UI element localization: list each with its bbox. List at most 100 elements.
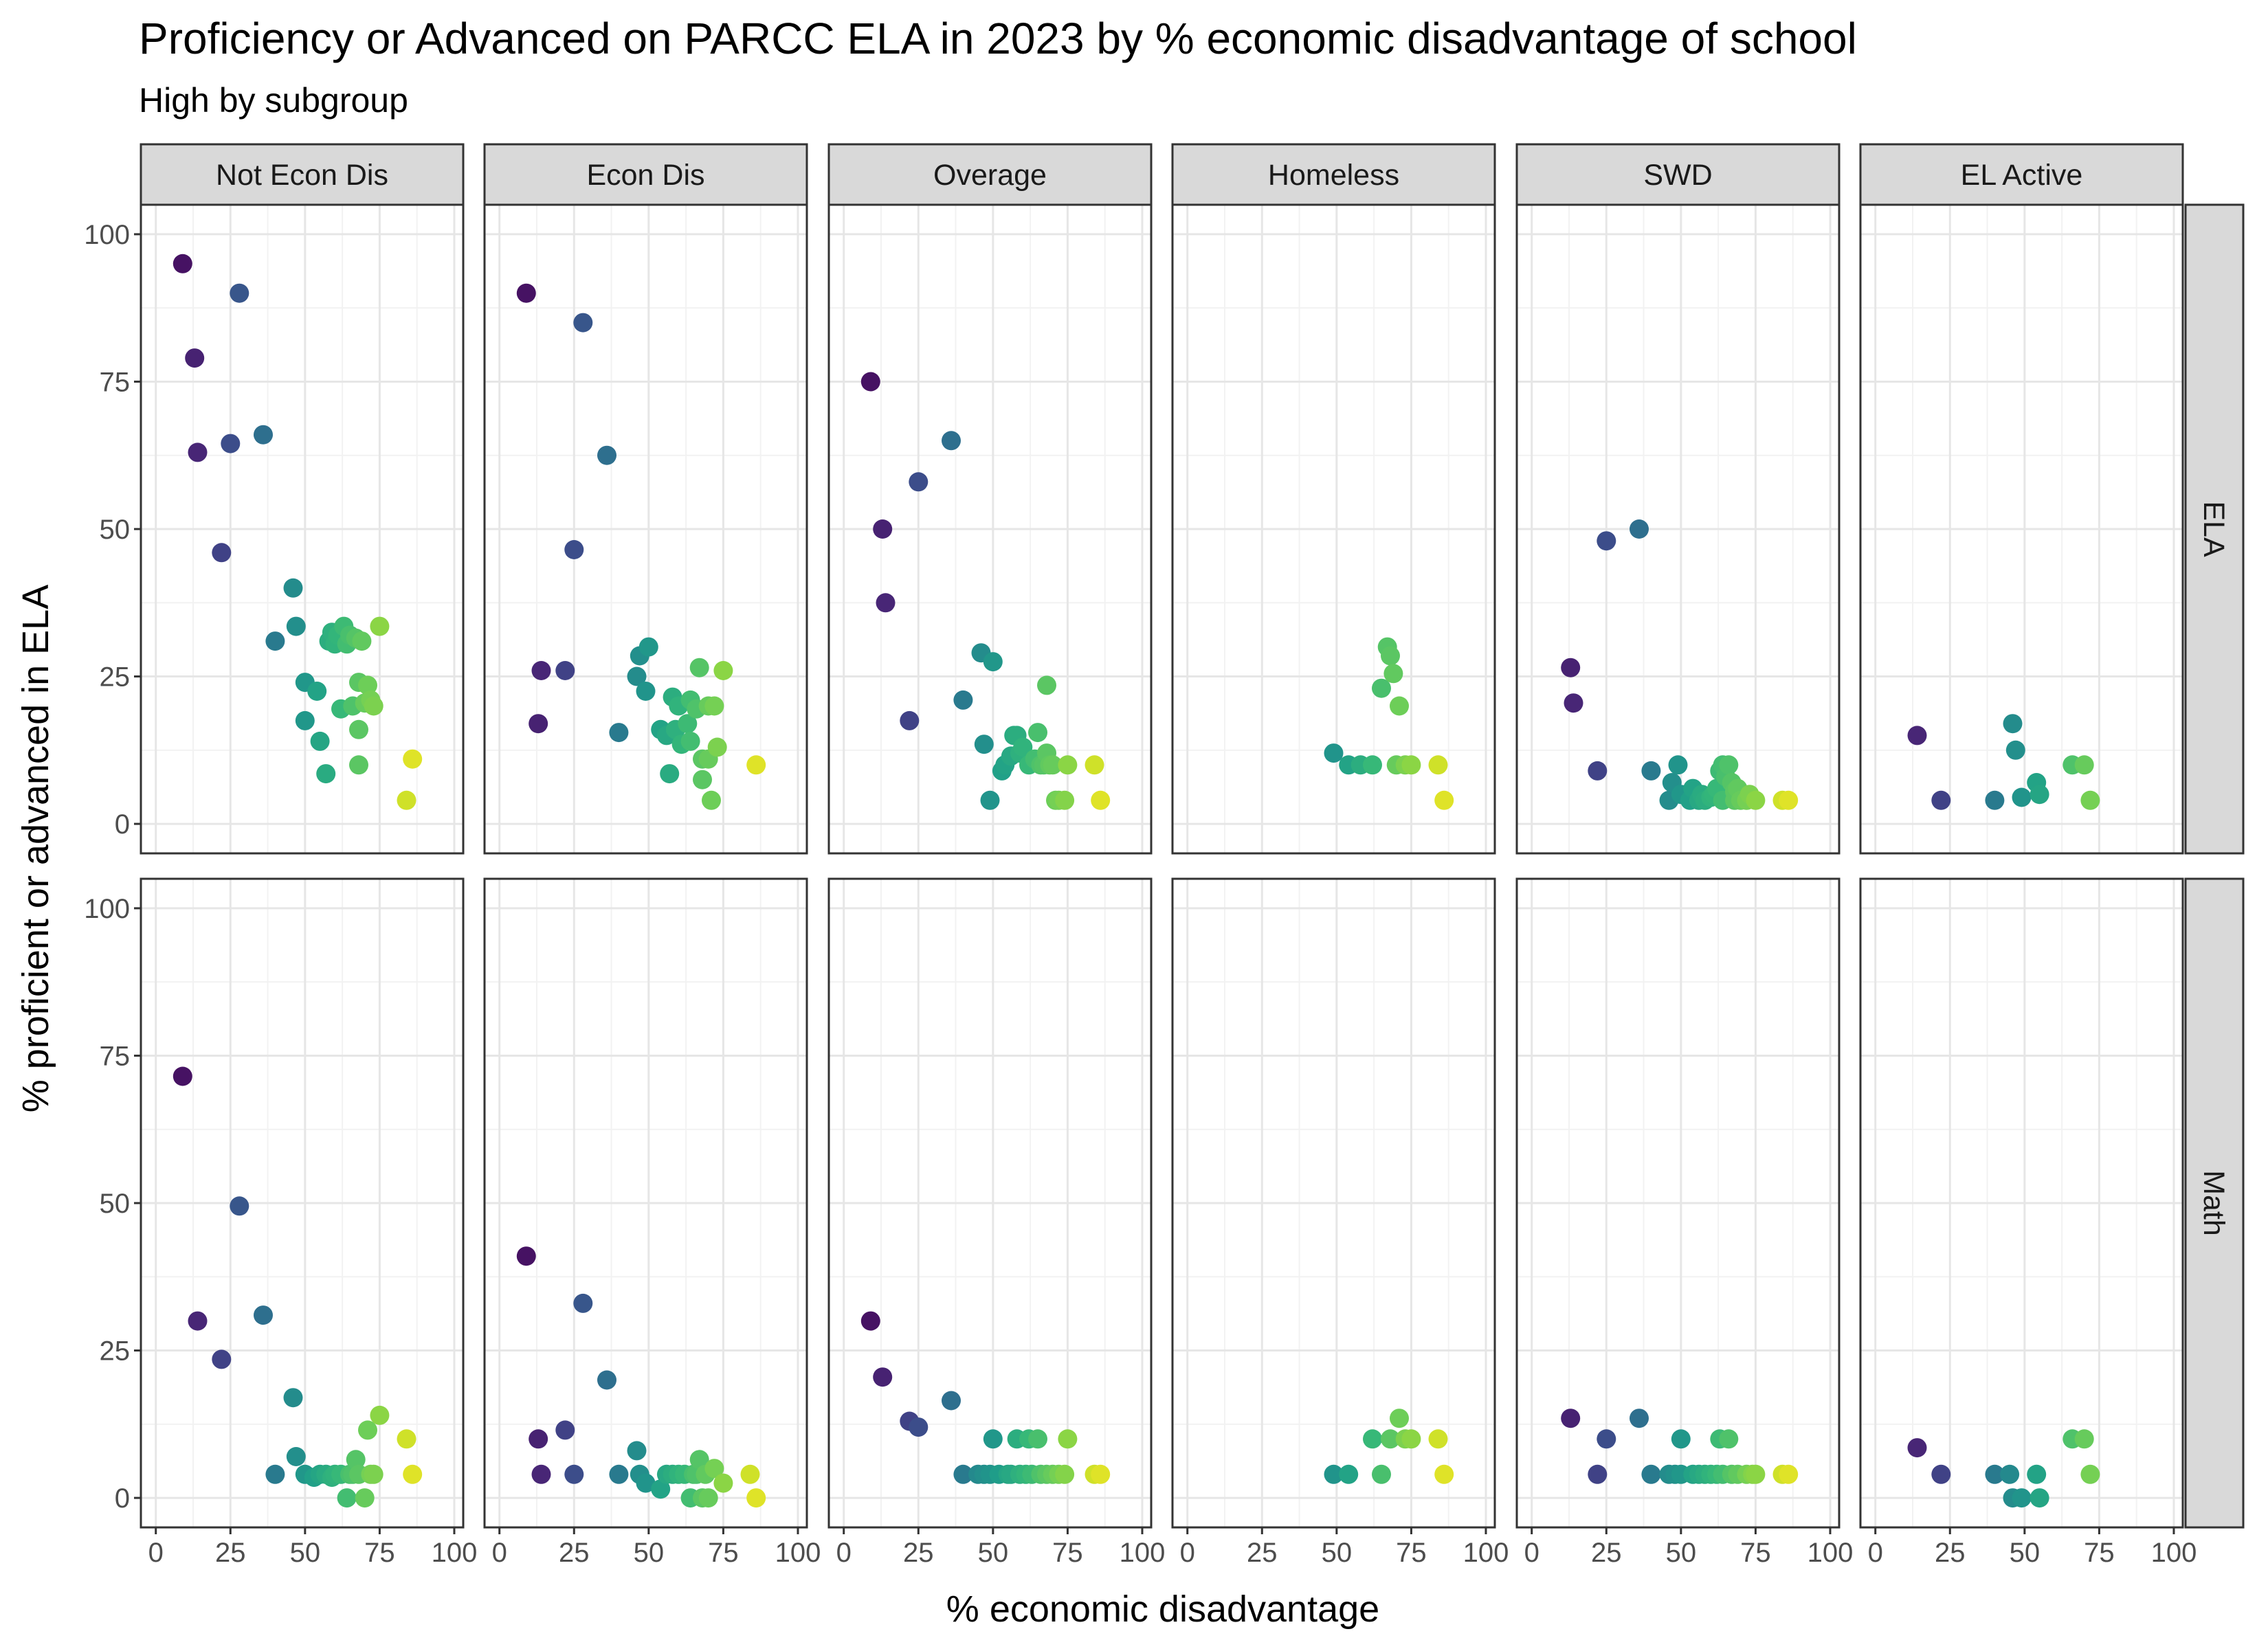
data-point xyxy=(1013,737,1033,757)
data-point xyxy=(689,658,709,677)
data-point xyxy=(397,790,416,810)
data-point xyxy=(1028,723,1047,743)
data-point xyxy=(1931,1464,1951,1484)
data-point xyxy=(627,1441,647,1461)
column-strip xyxy=(140,143,465,206)
x-tick-label: 50 xyxy=(290,1538,321,1568)
data-point xyxy=(349,719,368,739)
y-tick-label: 0 xyxy=(115,809,130,840)
data-point xyxy=(1564,693,1583,713)
data-point xyxy=(1907,1438,1927,1458)
data-point xyxy=(529,714,548,734)
x-tick-label: 75 xyxy=(2084,1538,2115,1568)
data-point xyxy=(531,1464,551,1484)
x-axis-title: % economic disadvantage xyxy=(946,1589,1379,1630)
data-point xyxy=(1381,1429,1400,1449)
x-tick-label: 75 xyxy=(708,1538,739,1568)
data-point xyxy=(953,690,973,710)
data-point xyxy=(564,1464,584,1484)
data-point xyxy=(2027,1464,2047,1484)
data-point xyxy=(516,283,536,303)
data-point xyxy=(286,616,306,636)
data-point xyxy=(1671,1429,1691,1449)
data-point xyxy=(707,737,727,757)
chart-subtitle: High by subgroup xyxy=(139,81,408,120)
data-point xyxy=(221,434,241,453)
data-point xyxy=(1363,755,1382,775)
data-point xyxy=(212,1349,232,1369)
data-point xyxy=(370,616,390,636)
data-point xyxy=(980,790,1000,810)
data-point xyxy=(660,764,680,784)
column-strip-label: Not Econ Dis xyxy=(216,159,388,192)
data-point xyxy=(265,1464,285,1484)
data-point xyxy=(2012,1488,2032,1508)
y-tick-label: 50 xyxy=(100,515,131,545)
data-point xyxy=(1058,1429,1078,1449)
data-point xyxy=(1434,790,1454,810)
column-strip xyxy=(483,143,808,206)
data-point xyxy=(1372,1464,1391,1484)
x-tick-label: 25 xyxy=(559,1538,590,1568)
x-tick-label: 100 xyxy=(432,1538,478,1568)
data-point xyxy=(173,254,192,273)
data-point xyxy=(678,714,698,734)
data-point xyxy=(403,1464,423,1484)
data-point xyxy=(397,1429,416,1449)
data-point xyxy=(254,425,273,445)
x-tick-label: 50 xyxy=(634,1538,665,1568)
data-point xyxy=(1428,1429,1448,1449)
data-point xyxy=(2080,790,2100,810)
y-axis-title: % proficient or advanced in ELA xyxy=(15,585,56,1112)
data-point xyxy=(1390,696,1409,716)
y-tick-label: 0 xyxy=(115,1483,130,1514)
data-point xyxy=(909,1417,929,1437)
x-tick-label: 25 xyxy=(1591,1538,1622,1568)
panel-border xyxy=(483,877,808,1529)
data-point xyxy=(597,445,616,465)
x-tick-label: 50 xyxy=(978,1538,1009,1568)
x-tick-label: 100 xyxy=(2151,1538,2197,1568)
data-point xyxy=(1324,743,1344,763)
panel-border xyxy=(1515,877,1841,1529)
data-point xyxy=(1381,646,1400,666)
data-point xyxy=(573,1293,593,1313)
data-point xyxy=(254,1305,273,1325)
data-point xyxy=(942,431,961,451)
data-point xyxy=(364,696,383,716)
data-point xyxy=(1363,1429,1382,1449)
data-point xyxy=(564,540,584,559)
data-point xyxy=(1561,1409,1581,1428)
data-point xyxy=(860,372,880,392)
y-tick-label: 100 xyxy=(84,220,130,250)
data-point xyxy=(531,661,551,680)
data-point xyxy=(1401,1429,1421,1449)
x-tick-label: 75 xyxy=(1396,1538,1427,1568)
column-strip xyxy=(1515,143,1841,206)
data-point xyxy=(740,1464,760,1484)
data-point xyxy=(1055,1464,1075,1484)
data-point xyxy=(1985,790,2005,810)
x-tick-label: 0 xyxy=(836,1538,852,1568)
data-point xyxy=(1383,664,1403,684)
data-point xyxy=(1597,1429,1616,1449)
data-point xyxy=(1058,755,1078,775)
data-point xyxy=(1037,675,1056,695)
x-tick-label: 0 xyxy=(1524,1538,1539,1568)
x-tick-label: 75 xyxy=(1052,1538,1083,1568)
x-tick-label: 0 xyxy=(492,1538,507,1568)
x-tick-label: 0 xyxy=(1868,1538,1883,1568)
row-strip xyxy=(2184,877,2245,1529)
data-point xyxy=(2030,785,2049,805)
data-point xyxy=(2074,1429,2094,1449)
data-point xyxy=(555,661,575,680)
data-point xyxy=(609,723,629,743)
column-strip-label: SWD xyxy=(1643,159,1712,192)
data-point xyxy=(983,1429,1003,1449)
data-point xyxy=(355,1488,375,1508)
data-point xyxy=(1779,1464,1799,1484)
data-point xyxy=(286,1447,306,1466)
data-point xyxy=(2074,755,2094,775)
data-point xyxy=(900,710,920,730)
data-point xyxy=(283,1388,303,1408)
